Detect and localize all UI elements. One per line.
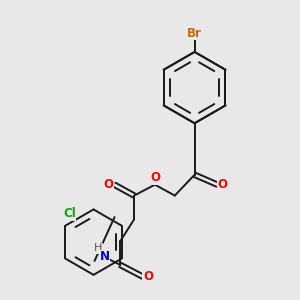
Text: Br: Br <box>187 27 202 40</box>
Text: N: N <box>99 250 110 263</box>
Text: O: O <box>150 171 160 184</box>
Text: O: O <box>143 270 153 283</box>
Text: O: O <box>217 178 227 191</box>
Text: O: O <box>103 178 113 191</box>
Text: H: H <box>94 243 103 253</box>
Text: Cl: Cl <box>63 207 76 220</box>
